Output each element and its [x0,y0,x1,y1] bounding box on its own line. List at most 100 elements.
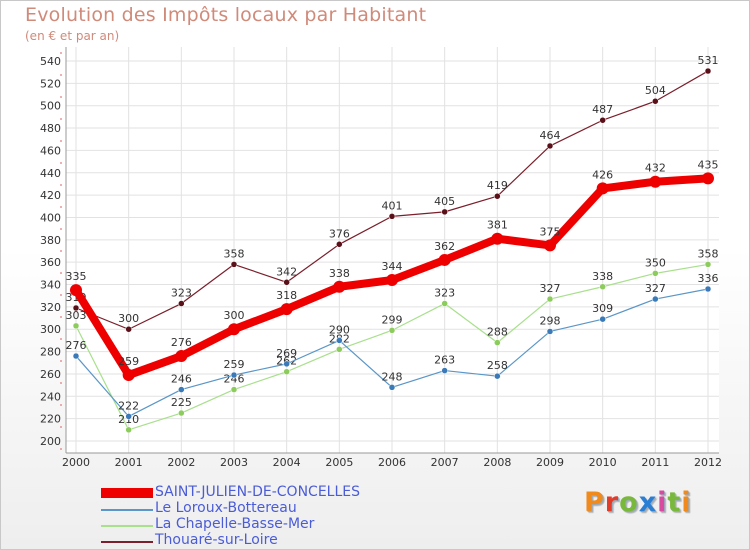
data-label: 309 [592,302,613,315]
data-point [494,192,501,200]
data-label: 222 [118,399,139,412]
data-label: 303 [66,309,87,322]
data-label: 299 [382,313,403,326]
data-point [704,285,712,293]
y-tick-label: 540 [40,55,61,68]
data-point [649,175,662,188]
data-point [122,369,135,382]
y-tick-label: 260 [40,368,61,381]
data-label: 290 [329,323,350,336]
data-label: 269 [276,347,297,360]
x-tick-label: 2005 [325,456,353,469]
data-label: 464 [540,129,561,142]
data-label: 246 [224,373,245,386]
logo-letter: t [667,487,682,518]
x-tick-label: 2010 [589,456,617,469]
data-point [494,372,501,380]
data-label: 432 [645,162,666,175]
data-label: 381 [487,219,508,232]
data-label: 405 [434,195,455,208]
data-point [175,350,188,363]
data-point [546,328,554,335]
y-tick-label: 520 [40,77,61,90]
data-point [125,426,132,434]
x-tick-label: 2008 [483,456,511,469]
data-point [704,67,712,75]
data-label: 335 [66,270,87,283]
legend-label: Thouaré-sur-Loire [155,532,278,548]
x-tick-label: 2009 [536,456,564,469]
data-point [388,213,396,220]
series-le-loroux-bottereau: 276 222 246 259 269 290 248 263 258 298 309 327 336 [66,272,719,420]
data-point [491,232,504,245]
data-point [596,182,609,195]
series-saint-julien-de-concelles: 335 259 276 300 318 338 344 362 381 375 426 432 435 [66,158,719,382]
data-point [336,241,343,248]
data-point [546,142,554,150]
data-point [72,304,80,312]
chart-title: Evolution des Impôts locaux par Habitant [25,4,427,26]
data-point [599,283,606,291]
x-tick-label: 2001 [115,456,143,469]
logo-letter: r [604,487,620,518]
data-point [441,367,448,374]
data-label: 338 [592,270,613,283]
logo-letter: P [584,487,605,518]
data-point [70,284,82,297]
data-point [702,172,714,185]
data-point [72,322,80,330]
data-point [652,270,659,277]
data-point [178,300,185,307]
data-label: 376 [329,227,350,240]
legend-swatch-1 [101,509,153,511]
data-point [388,327,396,334]
legend-item: La Chapelle-Basse-Mer [101,516,421,533]
data-point [283,360,290,368]
data-point [230,386,238,393]
y-tick-label: 340 [40,279,61,292]
x-tick-label: 2000 [62,456,90,469]
y-tick-label: 400 [40,211,61,224]
data-point [599,315,606,323]
data-label: 248 [382,370,403,383]
y-tick-label: 380 [40,234,61,247]
x-tick-label: 2012 [694,456,722,469]
data-label: 327 [540,282,561,295]
x-tick-label: 2006 [378,456,406,469]
data-point [441,300,448,307]
data-point [546,295,554,303]
logo-letter: x [638,487,658,518]
data-point [283,279,290,286]
x-tick-label: 2002 [167,456,195,469]
legend-label: La Chapelle-Basse-Mer [155,516,315,532]
y-tick-label: 440 [40,167,61,180]
data-label: 327 [645,282,666,295]
data-point [72,352,80,360]
chart-subtitle: (en € et par an) [25,29,120,43]
data-label: 323 [434,287,455,300]
data-point [386,274,398,287]
data-label: 358 [698,247,719,260]
x-tick-label: 2004 [273,456,301,469]
legend-item: Le Loroux-Bottereau [101,500,421,517]
data-label: 276 [66,339,87,352]
x-tick-label: 2011 [641,456,669,469]
data-point [178,386,185,393]
data-label: 362 [434,240,455,253]
legend-label: Le Loroux-Bottereau [155,500,297,516]
data-point [438,253,451,266]
data-point [336,346,343,353]
data-label: 336 [698,272,719,285]
y-tick-label: 320 [40,301,61,314]
data-label: 323 [171,287,192,300]
y-tick-label: 200 [40,435,61,448]
data-label: 246 [171,373,192,386]
data-point [125,413,132,420]
data-point [178,409,185,417]
legend-label: SAINT-JULIEN-DE-CONCELLES [155,484,360,500]
data-label: 401 [382,199,403,212]
data-label: 300 [118,312,139,325]
data-label: 419 [487,179,508,192]
